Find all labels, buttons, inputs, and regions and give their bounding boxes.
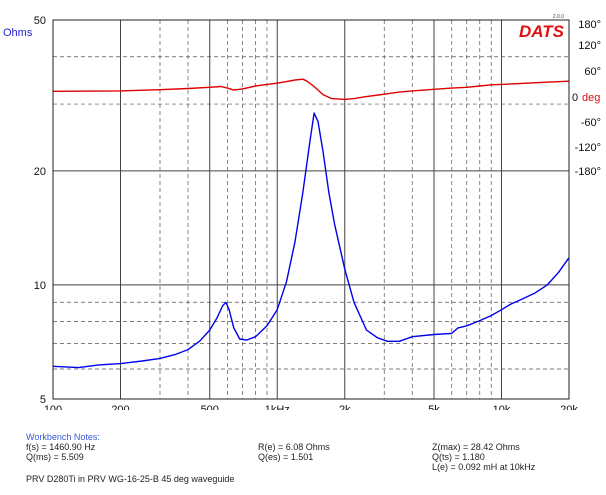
y-right-tick-label: -60° — [581, 117, 601, 129]
y-right-tick-label: -180° — [575, 166, 601, 178]
impedance-curve — [52, 112, 570, 369]
notes-heading: Workbench Notes: — [26, 432, 100, 442]
x-tick-label: 200 — [111, 404, 129, 410]
dats-version: 2.0.0 — [553, 14, 564, 20]
plot-frame — [52, 19, 570, 400]
y-left-axis-label: Ohms — [3, 27, 33, 39]
zmax-value: Z(max) = 28.42 Ohms — [432, 442, 520, 452]
y-right-tick-label: 0 — [572, 92, 578, 104]
x-tick-label: 500 — [201, 404, 219, 410]
x-tick-label: 1kHz — [265, 404, 290, 410]
series-layer — [52, 78, 570, 369]
y-left-tick-labels: 50 20 10 5 — [34, 15, 46, 406]
x-tick-labels: 100 200 500 1kHz 2k 5k 10k 20k — [44, 404, 579, 410]
measurement-description: PRV D280Ti in PRV WG-16-25-B 45 deg wave… — [26, 474, 235, 484]
y-right-tick-label: 120° — [578, 40, 601, 52]
impedance-phase-chart: 100 200 500 1kHz 2k 5k 10k 20k 50 20 10 5 180° 120°… — [3, 14, 601, 410]
major-grid — [53, 20, 569, 399]
y-left-tick-label: 20 — [34, 166, 46, 178]
y-right-tick-label: 180° — [578, 19, 601, 31]
y-right-tick-labels: 180° 120° 60° 0 deg -60° -120° -180° — [572, 19, 601, 178]
y-left-tick-label: 5 — [40, 394, 46, 406]
x-tick-label: 100 — [44, 404, 62, 410]
y-right-tick-label: -120° — [575, 142, 601, 154]
re-value: R(e) = 6.08 Ohms — [258, 442, 330, 452]
measurement-description-box: PRV D280Ti in PRV WG-16-25-B 45 deg wave… — [26, 474, 234, 484]
fs-value: f(s) = 1460.90 Hz — [26, 442, 96, 452]
phase-curve — [52, 78, 570, 101]
workbench-notes-col3: Z(max) = 28.42 Ohms Q(ts) = 1.180 L(e) =… — [432, 442, 535, 472]
x-tick-label: 10k — [493, 404, 511, 410]
y-left-tick-label: 10 — [34, 280, 46, 292]
dats-logo: DATS — [519, 22, 565, 41]
workbench-notes: Workbench Notes: f(s) = 1460.90 Hz Q(ms)… — [26, 432, 100, 462]
y-right-tick-label: 60° — [584, 66, 601, 78]
y-right-axis-label: deg — [582, 92, 600, 104]
workbench-notes-col2: R(e) = 6.08 Ohms Q(es) = 1.501 — [258, 442, 330, 462]
x-tick-label: 2k — [339, 404, 351, 410]
x-tick-label: 20k — [560, 404, 578, 410]
minor-grid — [53, 20, 569, 399]
qms-value: Q(ms) = 5.509 — [26, 452, 84, 462]
qts-value: Q(ts) = 1.180 — [432, 452, 485, 462]
x-tick-label: 5k — [428, 404, 440, 410]
le-value: L(e) = 0.092 mH at 10kHz — [432, 462, 536, 472]
y-left-tick-label: 50 — [34, 15, 46, 27]
qes-value: Q(es) = 1.501 — [258, 452, 314, 462]
